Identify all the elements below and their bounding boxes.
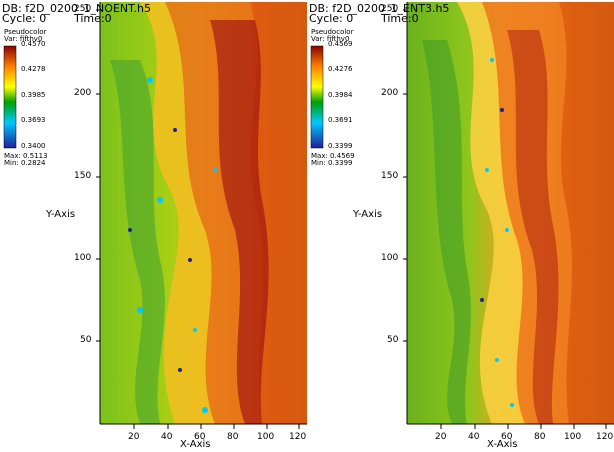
panel-ent3: DB: f2D_0200_1_ENT3.h5 Cycle: 0 Time:0 P… — [307, 0, 614, 452]
x-tick-label: 20 — [128, 432, 140, 442]
cycle-label: Cycle: 0 — [309, 12, 354, 25]
legend-colorbar — [3, 45, 17, 149]
x-tick-label: 80 — [534, 432, 546, 442]
y-tick-label: 150 — [74, 171, 92, 181]
max-label: Max: 0.5113 — [4, 152, 48, 160]
min-label: Min: 0.2824 — [4, 159, 46, 167]
y-tick-label: 200 — [381, 88, 399, 98]
panel-noent: DB: f2D_0200_1_NOENT.h5 Cycle: 0 Time:0 … — [2, 2, 307, 450]
plot-canvas — [3, 2, 307, 429]
y-tick-label: 200 — [74, 88, 92, 98]
y-tick-label: 100 — [381, 253, 399, 263]
plot-type-label: Pseudocolor — [311, 28, 354, 36]
legend-tick: 0.3693 — [21, 116, 46, 124]
max-label: Max: 0.4569 — [311, 152, 355, 160]
legend-tick: 0.3400 — [21, 142, 46, 150]
x-tick-label: 60 — [501, 432, 513, 442]
x-tick-label: 60 — [194, 432, 206, 442]
x-tick-label: 120 — [596, 432, 614, 442]
legend-tick: 0.4276 — [328, 65, 353, 73]
y-tick-label: 100 — [74, 253, 92, 263]
legend-colorbar — [310, 45, 324, 149]
x-tick-label: 100 — [257, 432, 275, 442]
mixing-layer — [422, 2, 572, 424]
cycle-label: Cycle: 0 — [2, 12, 47, 25]
y-tick-label: 250 — [381, 4, 399, 14]
x-tick-label: 40 — [468, 432, 480, 442]
variable-label: Var: fifthv0 — [311, 35, 350, 43]
time-label: Time:0 — [74, 12, 112, 25]
x-tick-label: 20 — [435, 432, 447, 442]
legend-tick: 0.4570 — [21, 40, 46, 48]
y-tick-label: 250 — [74, 4, 92, 14]
y-tick-label: 50 — [80, 335, 92, 345]
x-axis-label: X-Axis — [180, 439, 211, 450]
y-tick-label: 50 — [387, 335, 399, 345]
x-tick-label: 40 — [161, 432, 173, 442]
time-label: Time:0 — [381, 12, 419, 25]
variable-label: Var: fifthv0 — [4, 35, 43, 43]
legend-tick: 0.4278 — [21, 65, 46, 73]
mixing-layer — [110, 2, 269, 424]
legend-tick: 0.3984 — [328, 91, 353, 99]
min-label: Min: 0.3399 — [311, 159, 353, 167]
legend-tick: 0.3985 — [21, 91, 46, 99]
x-tick-label: 120 — [289, 432, 307, 442]
x-axis-label: X-Axis — [487, 439, 518, 450]
db-label: DB: f2D_0200_1_NOENT.h5 — [2, 2, 151, 15]
x-tick-label: 80 — [227, 432, 239, 442]
plot-type-label: Pseudocolor — [4, 28, 47, 36]
legend-tick: 0.4569 — [328, 40, 353, 48]
legend-tick: 0.3691 — [328, 116, 353, 124]
y-axis-label: Y-Axis — [353, 209, 383, 220]
legend-tick: 0.3399 — [328, 142, 353, 150]
db-label: DB: f2D_0200_1_ENT3.h5 — [309, 2, 450, 15]
plot-canvas — [310, 2, 614, 429]
y-tick-label: 150 — [381, 171, 399, 181]
speckle-noise — [480, 58, 514, 407]
x-tick-label: 100 — [564, 432, 582, 442]
speckle-noise — [128, 77, 217, 413]
y-axis-label: Y-Axis — [46, 209, 76, 220]
